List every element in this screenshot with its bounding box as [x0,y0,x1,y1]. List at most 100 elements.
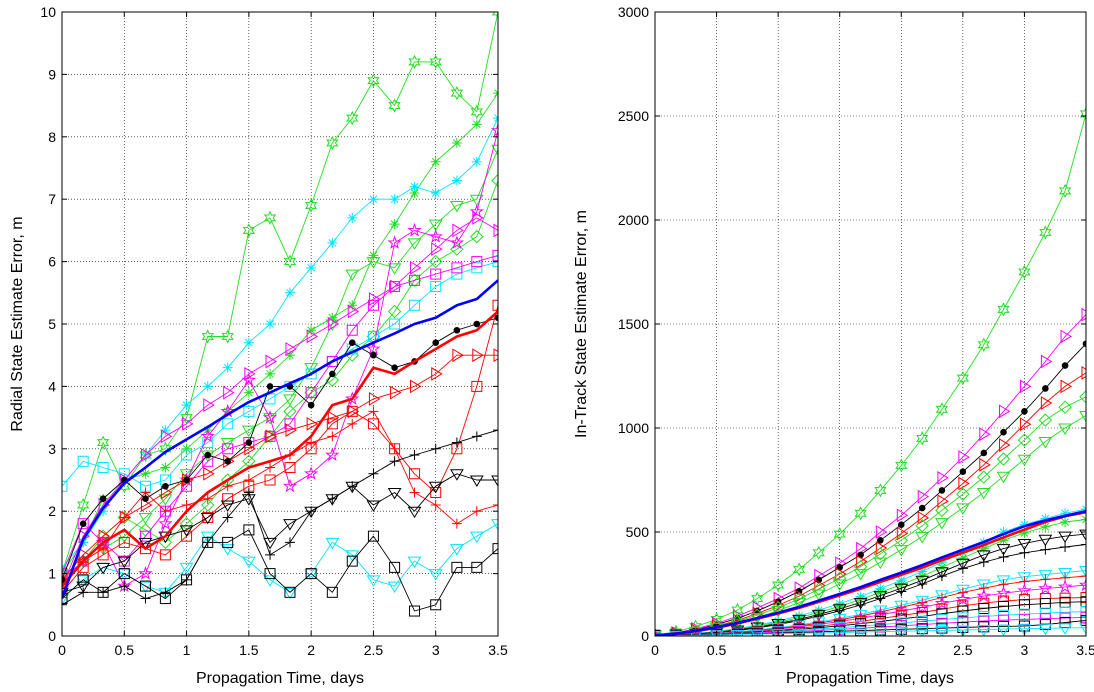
data-point [936,571,947,582]
data-point [896,526,909,541]
data-point [936,557,947,568]
data-point [346,555,358,567]
series-line [655,343,1086,636]
data-point [264,474,276,486]
data-point [303,466,319,480]
data-point [937,471,949,485]
data-point [409,299,421,311]
data-point [1058,531,1072,544]
data-point [875,593,886,604]
data-point [99,495,107,503]
data-point [471,256,483,268]
data-point [834,625,846,636]
y-tick-label: 0 [48,628,56,644]
data-point [853,598,868,610]
data-point [265,354,278,369]
data-point [873,547,888,561]
data-point [492,249,498,261]
data-point [1017,624,1032,636]
data-point [326,355,338,367]
data-point [792,562,806,577]
y-tick-label: 2 [48,503,56,519]
data-point [471,506,482,517]
series-line [655,544,1086,636]
data-point [409,468,421,480]
y-tick-label: 3 [48,441,56,457]
data-point [812,545,825,560]
data-point [1039,613,1051,625]
data-point [181,449,193,461]
data-point [894,533,908,548]
data-point [304,385,318,400]
data-point [1058,568,1072,580]
chart-radial: 0 0.5 1 1.5 2 2.5 3 3.5 0 1 2 3 4 5 6 7 8 9 10 Propagation… [9,4,508,687]
data-point [469,531,484,544]
data-point [409,181,420,192]
data-point [1038,623,1053,636]
x-tick-label: 1 [774,642,782,658]
data-point [407,506,422,519]
y-tick-label: 10 [40,4,56,20]
data-point [996,471,1011,484]
data-point [366,341,381,356]
data-point [285,423,297,437]
data-point [915,519,929,533]
x-tick-label: 1.5 [830,642,850,658]
data-point [222,362,233,373]
data-point [243,387,254,398]
chart-in-track: 0 0.5 1 1.5 2 2.5 3 3.5 0 500 1000 1500 2000 2500 3000… [573,4,1094,687]
data-point [1079,390,1086,404]
data-point [327,237,338,248]
data-point [158,516,173,530]
data-point [264,430,276,442]
data-point [895,458,908,473]
data-point [1040,396,1053,410]
data-point [76,575,91,587]
data-point [222,493,234,505]
data-point [241,425,256,438]
data-point [243,475,254,485]
data-point [896,586,907,597]
data-point [76,581,91,594]
data-point [812,582,826,596]
data-point [856,554,868,569]
data-point [1080,614,1086,626]
data-point [771,629,786,636]
data-point [326,135,339,151]
data-point [997,600,1009,612]
data-point [832,627,847,636]
data-point [956,487,970,501]
data-point [62,599,67,610]
data-point [1040,354,1053,369]
data-point [62,480,68,492]
data-point [471,119,482,130]
data-point [1038,437,1053,449]
series-line [62,261,498,487]
data-point [1017,454,1032,467]
data-point [996,544,1011,556]
data-point [832,579,847,591]
data-point [1040,544,1051,555]
y-axis-label: Radial State Estimate Error, m [9,216,26,431]
data-point [451,561,463,573]
data-point [368,250,379,261]
x-tick-label: 3 [1021,642,1029,658]
data-point [368,468,379,479]
data-point [431,242,443,257]
data-point [1040,513,1051,524]
data-point [1018,599,1030,611]
data-point [978,603,990,615]
data-point [77,455,89,467]
y-tick-label: 1000 [618,420,649,436]
data-point [793,626,805,636]
data-point [368,406,379,417]
data-point [915,626,930,636]
data-point [389,561,401,573]
data-point [957,605,969,617]
data-point [387,487,402,500]
data-point [388,98,401,113]
data-point [450,200,464,213]
data-point [853,569,868,581]
x-tick-label: 3 [432,642,440,658]
data-point [284,462,296,474]
